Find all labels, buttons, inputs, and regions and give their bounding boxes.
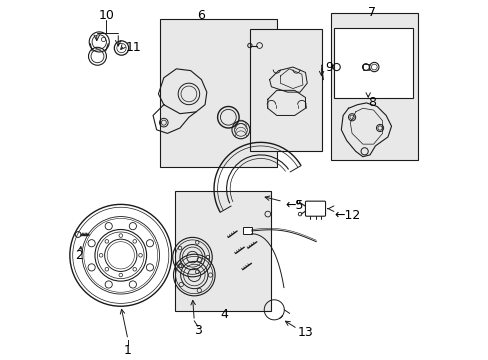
FancyBboxPatch shape [305,201,325,216]
Bar [249,30,321,151]
Text: 9: 9 [325,60,332,73]
Text: 3: 3 [194,324,202,337]
Text: 11: 11 [126,41,142,54]
Text: 10: 10 [98,9,114,22]
Text: 6: 6 [197,9,205,22]
Bar [330,13,418,160]
Text: ←12: ←12 [333,210,360,222]
Text: 4: 4 [221,308,228,321]
Text: 8: 8 [367,96,375,109]
Bar [242,227,251,234]
Text: 1: 1 [124,344,132,357]
Bar [362,64,368,70]
Bar [160,19,276,167]
Text: 13: 13 [297,326,313,339]
Text: 7: 7 [367,6,375,19]
Bar [333,28,412,98]
Text: ←5: ←5 [285,199,304,212]
Text: 2: 2 [76,249,83,262]
Bar [174,191,271,311]
